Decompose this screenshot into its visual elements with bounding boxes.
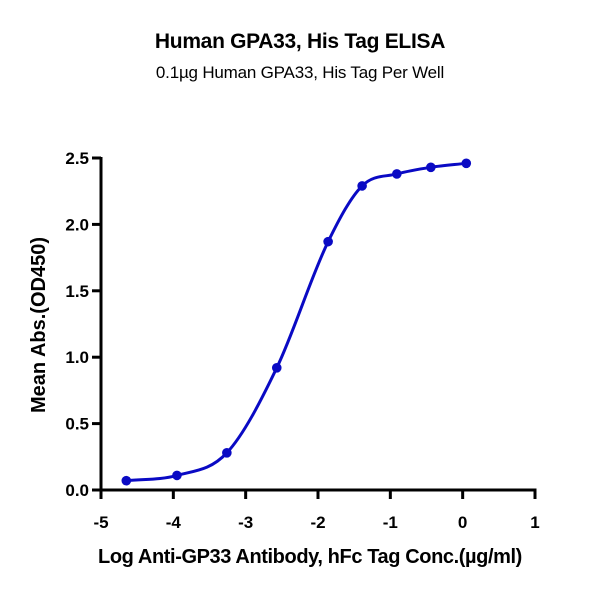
x-tick-label: -3 — [238, 513, 253, 532]
data-point-marker — [172, 470, 182, 481]
data-point-marker — [426, 162, 436, 173]
y-tick-label: 2.5 — [65, 149, 89, 168]
data-points — [121, 158, 472, 486]
axes: 0.0 0.5 1.0 1.5 2.0 2.5 -5 -4 -3 -2 -1 0 1 — [65, 149, 539, 532]
x-tick-label: 1 — [530, 513, 539, 532]
y-tick-label: 1.0 — [65, 348, 89, 367]
data-point-marker — [323, 236, 333, 247]
sigmoid-fit-line — [124, 161, 468, 483]
data-point-marker — [271, 363, 282, 373]
fit-curve — [124, 161, 468, 483]
data-point-marker — [357, 181, 367, 191]
data-point-marker — [392, 169, 402, 179]
data-point-marker — [222, 448, 232, 458]
x-tick-label: -1 — [383, 513, 398, 532]
chart-title: Human GPA33, His Tag ELISA — [154, 30, 446, 53]
y-tick-label: 2.0 — [65, 215, 89, 234]
chart-subtitle: 0.1µg Human GPA33, His Tag Per Well — [155, 63, 445, 82]
data-point-marker — [121, 475, 132, 486]
x-axis-label: Log Anti-GP33 Antibody, hFc Tag Conc.(µg… — [98, 546, 522, 568]
y-tick-label: 0.0 — [65, 481, 89, 500]
x-tick-label: 0 — [458, 513, 467, 532]
x-tick-label: -2 — [310, 513, 325, 532]
x-tick-label: -5 — [93, 513, 108, 532]
data-point-marker — [461, 158, 472, 169]
y-tick-label: 1.5 — [65, 282, 89, 301]
y-tick-label: 0.5 — [65, 415, 89, 434]
x-tick-label: -4 — [166, 513, 182, 532]
